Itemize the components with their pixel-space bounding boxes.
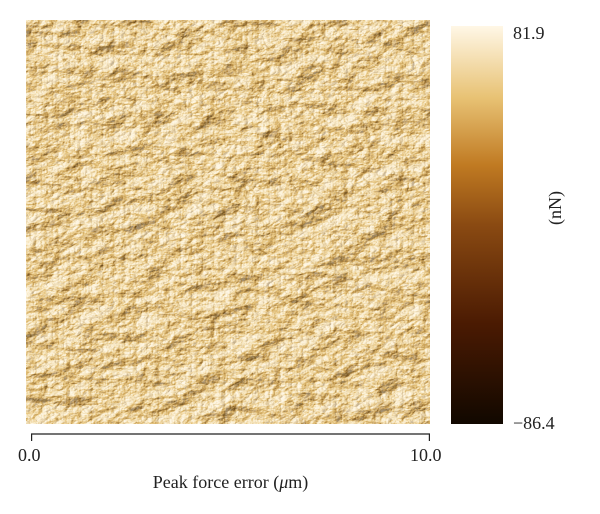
x-axis-title-prefix: Peak force error ( — [152, 472, 280, 492]
afm-peak-force-error-image — [26, 20, 430, 424]
x-tick-start-label: 0.0 — [18, 445, 41, 465]
x-axis-title-suffix: m) — [288, 472, 309, 492]
colorbar-min-label: −86.4 — [513, 413, 555, 433]
x-axis-title-unit-symbol: μ — [279, 472, 289, 492]
colorbar-unit-label: (nN) — [545, 191, 565, 225]
x-tick-end-label: 10.0 — [410, 445, 442, 465]
colorbar — [451, 26, 503, 424]
x-axis-title: Peak force error (μm) — [31, 473, 430, 491]
x-axis-line — [31, 433, 430, 441]
colorbar-max-label: 81.9 — [513, 23, 545, 43]
